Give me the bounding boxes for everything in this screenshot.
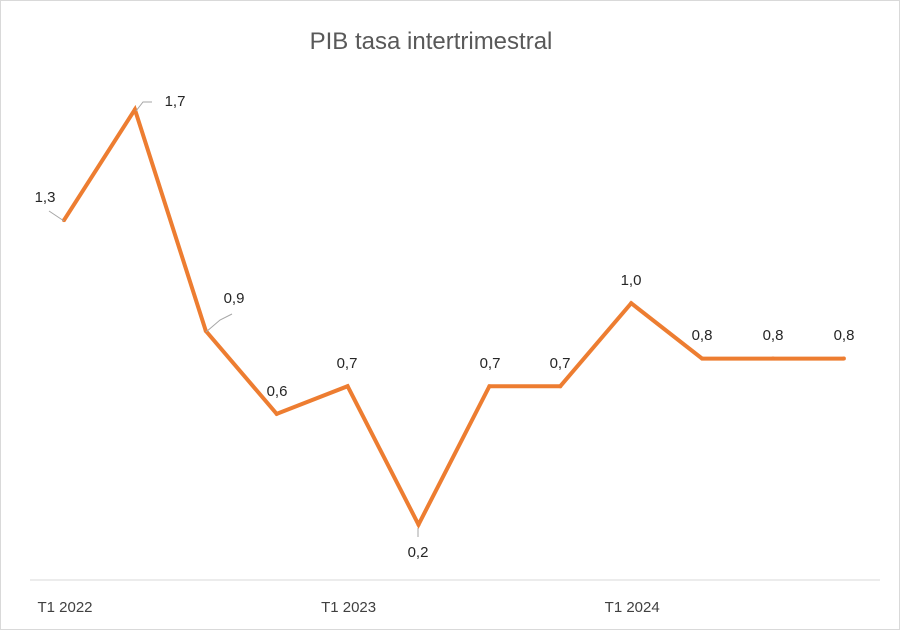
data-label: 0,8 — [692, 327, 713, 344]
data-point — [841, 356, 846, 361]
data-point — [629, 301, 634, 306]
data-point — [345, 384, 350, 389]
data-labels: 1,3 1,7 0,9 0,6 0,7 0,2 0,7 0,7 1,0 0,8 0,8 0,8 — [35, 93, 855, 561]
x-tick-label: T1 2024 — [605, 599, 660, 616]
data-label: 1,3 — [35, 189, 56, 206]
label-leader-line — [205, 313, 233, 333]
data-point — [62, 218, 66, 223]
label-leader-line — [135, 101, 152, 112]
data-point — [771, 356, 775, 361]
x-tick-label: T1 2023 — [321, 599, 376, 616]
chart-title: PIB tasa intertrimestral — [310, 28, 553, 55]
data-label: 0,6 — [267, 383, 288, 400]
data-label: 0,9 — [224, 290, 245, 307]
data-point — [487, 384, 492, 389]
data-label: 0,2 — [408, 544, 429, 561]
x-tick-labels: T1 2022 T1 2023 T1 2024 — [37, 599, 659, 616]
data-label: 0,7 — [480, 355, 501, 372]
series-marks — [62, 104, 846, 529]
data-label: 0,8 — [763, 327, 784, 344]
data-point — [274, 411, 279, 416]
data-point — [558, 384, 563, 389]
data-point — [700, 356, 705, 361]
data-label: 1,0 — [621, 272, 642, 289]
data-label: 1,7 — [165, 93, 186, 110]
data-label: 0,8 — [834, 327, 855, 344]
data-label: 0,7 — [550, 355, 571, 372]
data-label: 0,7 — [337, 355, 358, 372]
label-leader-line — [48, 210, 65, 222]
x-tick-label: T1 2022 — [37, 599, 92, 616]
series-line — [62, 104, 844, 529]
data-point — [416, 522, 421, 527]
